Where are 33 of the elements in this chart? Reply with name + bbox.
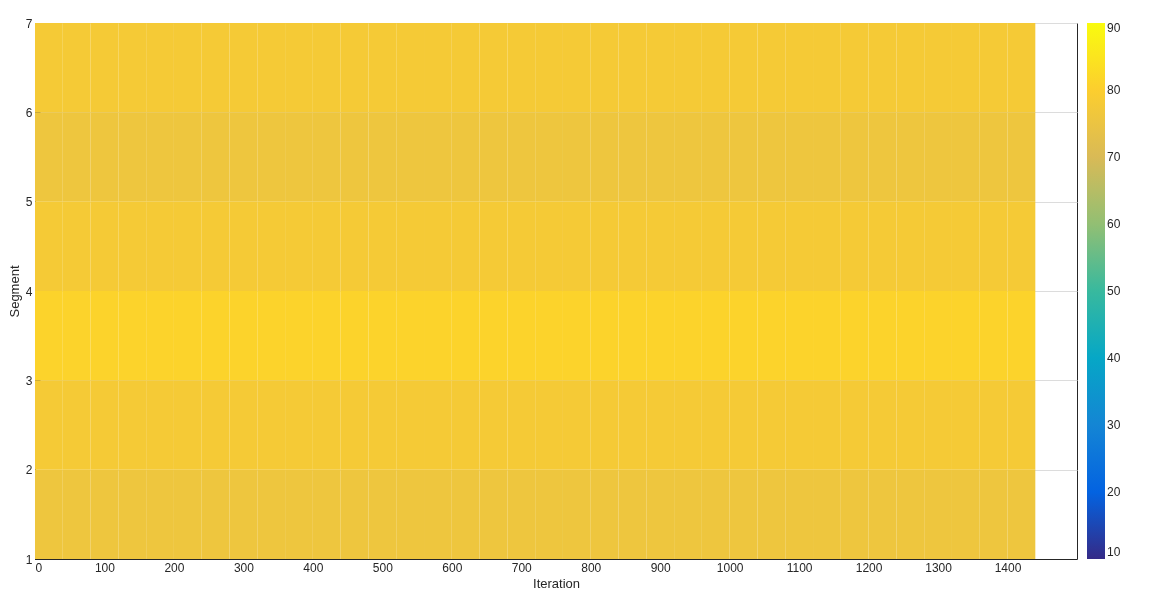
x-tick-label: 1100 — [786, 560, 813, 575]
color-bar-label: 70 — [1107, 150, 1121, 164]
y-tick-label: 4 — [25, 284, 33, 299]
x-tick-label: 200 — [164, 560, 185, 575]
x-tick-label: 1400 — [994, 560, 1022, 575]
color-bar-label: 80 — [1107, 83, 1121, 97]
x-axis-title: Iteration — [533, 575, 580, 591]
x-tick-label: 1200 — [855, 560, 883, 575]
color-bar-label: 10 — [1107, 545, 1121, 559]
x-tick-label: 500 — [372, 560, 394, 575]
x-tick-label: 0 — [35, 560, 43, 575]
color-bar-label: 30 — [1107, 418, 1121, 432]
color-bar-label: 20 — [1107, 485, 1121, 499]
x-tick-label: 1300 — [925, 560, 953, 575]
y-tick-label: 6 — [25, 105, 33, 120]
color-bar-label: 90 — [1107, 21, 1121, 35]
color-bar-label: 60 — [1107, 217, 1121, 231]
y-axis-title: Segment — [6, 265, 22, 318]
x-tick-label: 900 — [650, 560, 672, 575]
x-tick-label: 1000 — [716, 560, 744, 575]
y-tick-label: 3 — [25, 373, 33, 388]
x-tick-label: 700 — [511, 560, 533, 575]
x-tick-label: 100 — [94, 560, 116, 575]
x-tick-label: 400 — [303, 560, 324, 575]
color-bar-label: 40 — [1107, 351, 1121, 365]
x-tick-label: 300 — [233, 560, 255, 575]
y-tick-label: 1 — [25, 552, 33, 567]
x-tick-label: 800 — [581, 560, 602, 575]
x-tick-label: 600 — [442, 560, 463, 575]
y-tick-label: 5 — [25, 195, 33, 210]
y-tick-label: 7 — [25, 16, 33, 31]
color-bar-label: 50 — [1107, 284, 1121, 298]
y-tick-label: 2 — [25, 463, 33, 478]
